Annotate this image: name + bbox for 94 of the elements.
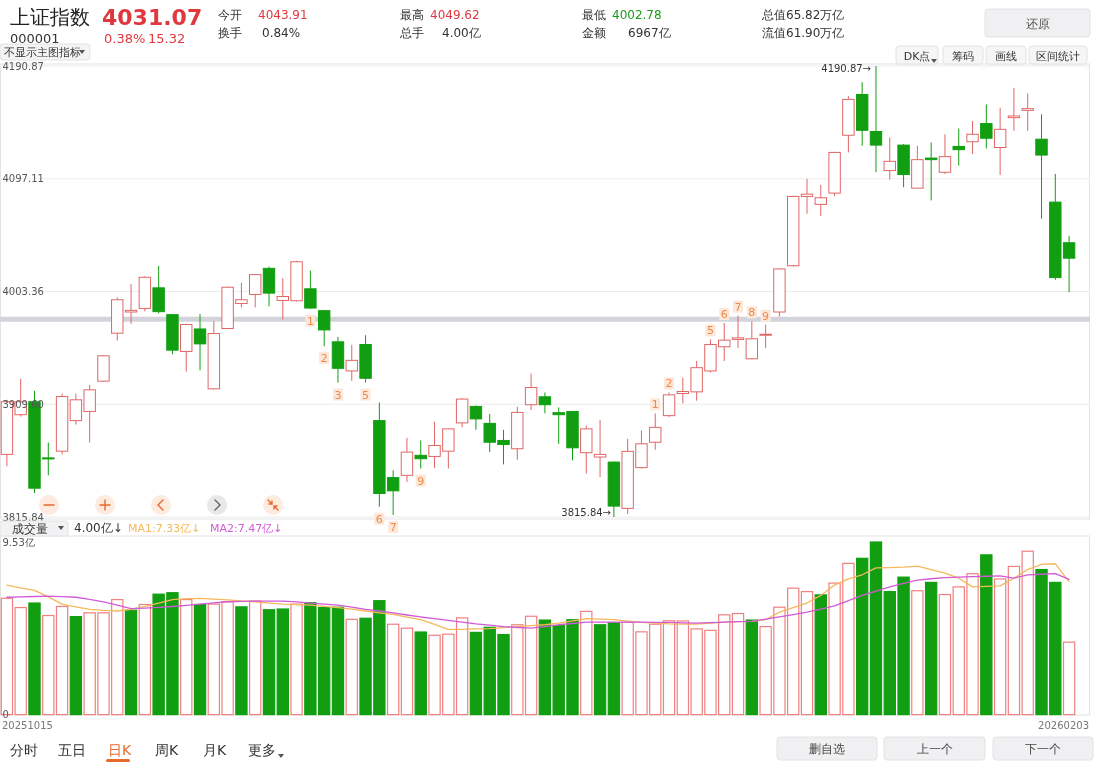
bar xyxy=(911,590,924,716)
text: 画线 xyxy=(995,50,1017,63)
bar xyxy=(980,554,993,716)
text: 流值61.90万亿 xyxy=(762,26,845,40)
text: 4.00亿 xyxy=(442,26,481,40)
line-series xyxy=(6,563,1070,630)
line-series xyxy=(6,573,1070,629)
text: 7 xyxy=(734,300,742,314)
text: 4043.91 xyxy=(258,8,308,22)
bar xyxy=(331,606,345,716)
text: 2 xyxy=(320,352,328,366)
y-tick-label: 4190.87 xyxy=(2,60,44,72)
text: DK点 xyxy=(903,50,931,63)
text: 6 xyxy=(375,512,383,526)
bar xyxy=(276,608,289,716)
text: 20260203 xyxy=(1038,720,1089,731)
bar xyxy=(124,609,138,716)
bar xyxy=(731,612,745,716)
text: 1 xyxy=(306,314,314,328)
bar xyxy=(69,616,83,716)
text: 5 xyxy=(362,388,370,402)
y-tick-label: 4003.36 xyxy=(2,286,44,298)
annotation: 4190.87→ xyxy=(821,63,871,74)
text: 4031.07 xyxy=(102,5,203,30)
y-tick-label: 4097.11 xyxy=(2,173,44,185)
text: 15.32 xyxy=(148,31,186,46)
text: 五日 xyxy=(58,742,86,758)
text: 区间统计 xyxy=(1036,50,1080,63)
bar xyxy=(593,624,607,716)
bar xyxy=(855,557,869,716)
text: 还原 xyxy=(1025,17,1050,31)
bar xyxy=(290,603,303,716)
text: 最低 xyxy=(582,8,606,22)
text: 换手 xyxy=(218,26,242,40)
bar xyxy=(138,603,152,716)
bar xyxy=(345,618,358,716)
bar xyxy=(580,610,593,716)
text: 8 xyxy=(748,306,756,320)
text: 6967亿 xyxy=(628,26,671,40)
text: 0.38% xyxy=(104,31,146,46)
y-tick-label: 9.53亿 xyxy=(2,536,35,548)
text: 9 xyxy=(417,474,425,488)
bar xyxy=(800,591,814,716)
text: 更多 xyxy=(248,742,276,758)
bar xyxy=(869,541,883,716)
bar xyxy=(386,623,400,716)
bar xyxy=(414,631,427,716)
y-tick-label: 0 xyxy=(2,709,9,721)
text: 上证指数 xyxy=(10,5,90,29)
text: 1 xyxy=(651,398,659,412)
bar xyxy=(924,581,938,716)
text: 0.84% xyxy=(262,26,301,40)
text: 4.00亿↓ xyxy=(74,521,123,535)
text: 9 xyxy=(762,309,770,323)
bar xyxy=(745,619,759,716)
bar xyxy=(814,594,827,716)
text: 删自选 xyxy=(809,742,845,756)
bar xyxy=(28,602,41,716)
text: 下一个 xyxy=(1025,742,1061,756)
bar xyxy=(180,598,193,716)
text: 3 xyxy=(334,388,342,402)
text: 4002.78 xyxy=(612,8,662,22)
text: 6 xyxy=(720,307,728,321)
bar xyxy=(400,627,414,716)
text: 7 xyxy=(389,521,397,534)
text: 5 xyxy=(706,324,714,338)
bar xyxy=(249,600,262,716)
text: 4049.62 xyxy=(430,8,480,22)
text: MA1:7.33亿↓ xyxy=(128,522,201,535)
bar xyxy=(235,606,248,716)
text: 总手 xyxy=(399,26,424,40)
y-tick-label: 3815.84 xyxy=(2,511,44,523)
text: 上一个 xyxy=(916,742,953,756)
chart-title: 成交量 xyxy=(12,522,48,536)
text: MA2:7.47亿↓ xyxy=(210,522,283,535)
bar xyxy=(1062,641,1076,716)
text: 最高 xyxy=(400,8,424,22)
bar xyxy=(607,622,621,716)
text: 筹码 xyxy=(952,50,974,63)
text: 不显示主图指标 xyxy=(4,46,81,59)
text: 月K xyxy=(203,742,227,758)
text: 金额 xyxy=(582,26,606,40)
bar xyxy=(993,578,1007,716)
bar xyxy=(262,609,276,716)
bar xyxy=(193,603,207,716)
annotation: 3815.84→ xyxy=(561,507,611,518)
text: 2 xyxy=(665,377,673,391)
text: 总值65.82万亿 xyxy=(761,8,845,22)
text: 000001 xyxy=(10,31,60,46)
text: 周K xyxy=(155,742,179,758)
text: 今开 xyxy=(218,8,242,22)
text: 20251015 xyxy=(2,720,53,731)
text: 日K xyxy=(108,742,132,758)
text: 分时 xyxy=(10,742,38,758)
